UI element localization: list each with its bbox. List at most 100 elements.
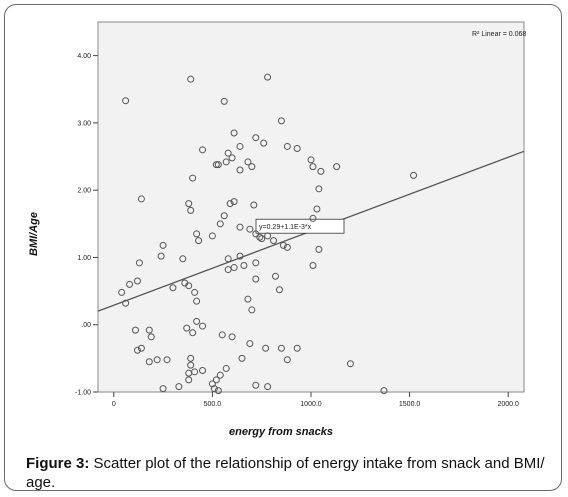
data-point	[216, 220, 224, 228]
data-point	[159, 241, 167, 249]
caption-label: Figure 3:	[26, 455, 90, 472]
data-point	[187, 206, 195, 214]
x-axis: 0 500.0 1000.0 1500.0 2000.0	[112, 392, 519, 408]
data-point	[189, 329, 197, 337]
y-tick-label: 4.00	[77, 53, 91, 60]
data-point	[307, 156, 315, 164]
data-point	[133, 346, 141, 354]
data-point	[244, 158, 252, 166]
data-point	[137, 195, 145, 203]
data-point	[315, 245, 323, 253]
data-point	[220, 212, 228, 220]
data-point	[145, 358, 153, 366]
data-point	[137, 344, 145, 352]
data-point	[346, 360, 354, 368]
y-tick-label: 2.00	[77, 188, 91, 195]
data-point	[230, 264, 238, 272]
data-point	[283, 243, 291, 251]
data-point	[252, 275, 260, 283]
data-point	[222, 364, 230, 372]
y-tick-label: 1.00	[77, 255, 91, 262]
x-tick-label: 0	[112, 401, 116, 408]
data-point	[410, 171, 418, 179]
data-point	[283, 142, 291, 150]
data-point	[212, 161, 220, 169]
data-point	[309, 262, 317, 270]
x-axis-title: energy from snacks	[229, 426, 333, 438]
fit-line-group: y=0.29+1.1E-3*x	[97, 150, 525, 312]
data-point	[252, 381, 260, 389]
data-point	[260, 139, 268, 147]
x-tick-label: 2000.0	[498, 401, 520, 408]
data-point	[246, 340, 254, 348]
data-point	[199, 146, 207, 154]
data-point	[277, 344, 285, 352]
scatter-chart: 4.00 3.00 2.00 1.00 .00 -1.00 0 500.0 1000.0 150…	[28, 21, 526, 438]
data-point	[256, 233, 264, 241]
fit-equation-label: y=0.29+1.1E-3*x	[259, 224, 312, 231]
data-point	[272, 272, 279, 280]
data-point	[275, 286, 283, 294]
data-point	[185, 376, 193, 384]
data-point	[270, 237, 278, 245]
data-point	[175, 383, 183, 391]
y-axis-title: BMI/Age	[28, 212, 40, 256]
data-point	[283, 356, 291, 364]
data-point	[248, 163, 256, 171]
data-point	[195, 237, 203, 245]
data-point	[236, 166, 244, 174]
data-point	[218, 331, 226, 339]
x-tick-label: 1000.0	[300, 401, 322, 408]
data-point	[159, 385, 167, 393]
figure-caption: Figure 3: Scatter plot of the relationsh…	[26, 454, 556, 491]
data-point	[210, 385, 218, 393]
data-point	[224, 255, 232, 263]
y-tick-label: 3.00	[77, 120, 91, 127]
data-point	[309, 214, 317, 222]
data-point	[185, 369, 193, 377]
data-point	[279, 241, 287, 249]
data-point	[193, 230, 201, 238]
data-point	[220, 97, 228, 105]
x-tick-label: 1500.0	[399, 401, 421, 408]
data-point	[236, 252, 244, 260]
data-point	[169, 284, 177, 292]
data-point	[216, 371, 224, 379]
data-point	[244, 295, 252, 303]
data-point	[153, 356, 161, 364]
data-point	[293, 144, 301, 152]
data-point	[222, 158, 230, 166]
data-point	[250, 201, 258, 209]
data-point	[189, 174, 197, 182]
data-point	[258, 235, 266, 243]
data-point	[293, 344, 301, 352]
data-point	[212, 376, 220, 384]
data-point	[246, 225, 254, 233]
caption-text: Scatter plot of the relationship of ener…	[26, 455, 545, 491]
y-tick-label: -1.00	[75, 390, 91, 397]
data-point	[126, 280, 134, 288]
data-point	[248, 306, 256, 314]
data-point	[252, 259, 260, 267]
data-point	[380, 387, 388, 395]
data-point	[163, 356, 171, 364]
data-point	[333, 163, 341, 171]
data-point	[230, 198, 238, 206]
data-point	[315, 185, 323, 193]
data-point	[277, 117, 285, 125]
x-tick-label: 500.0	[204, 401, 222, 408]
plot-area	[97, 21, 525, 393]
data-point	[118, 288, 126, 296]
data-point	[157, 252, 165, 260]
data-point	[191, 288, 199, 296]
data-point	[230, 129, 238, 137]
fit-equation-box	[255, 218, 345, 234]
data-point	[185, 282, 193, 290]
data-point	[228, 154, 236, 162]
data-point	[214, 387, 222, 395]
data-point	[187, 361, 195, 369]
data-point	[193, 297, 201, 305]
data-point	[252, 134, 260, 142]
data-point	[226, 200, 234, 208]
data-point	[236, 142, 244, 150]
